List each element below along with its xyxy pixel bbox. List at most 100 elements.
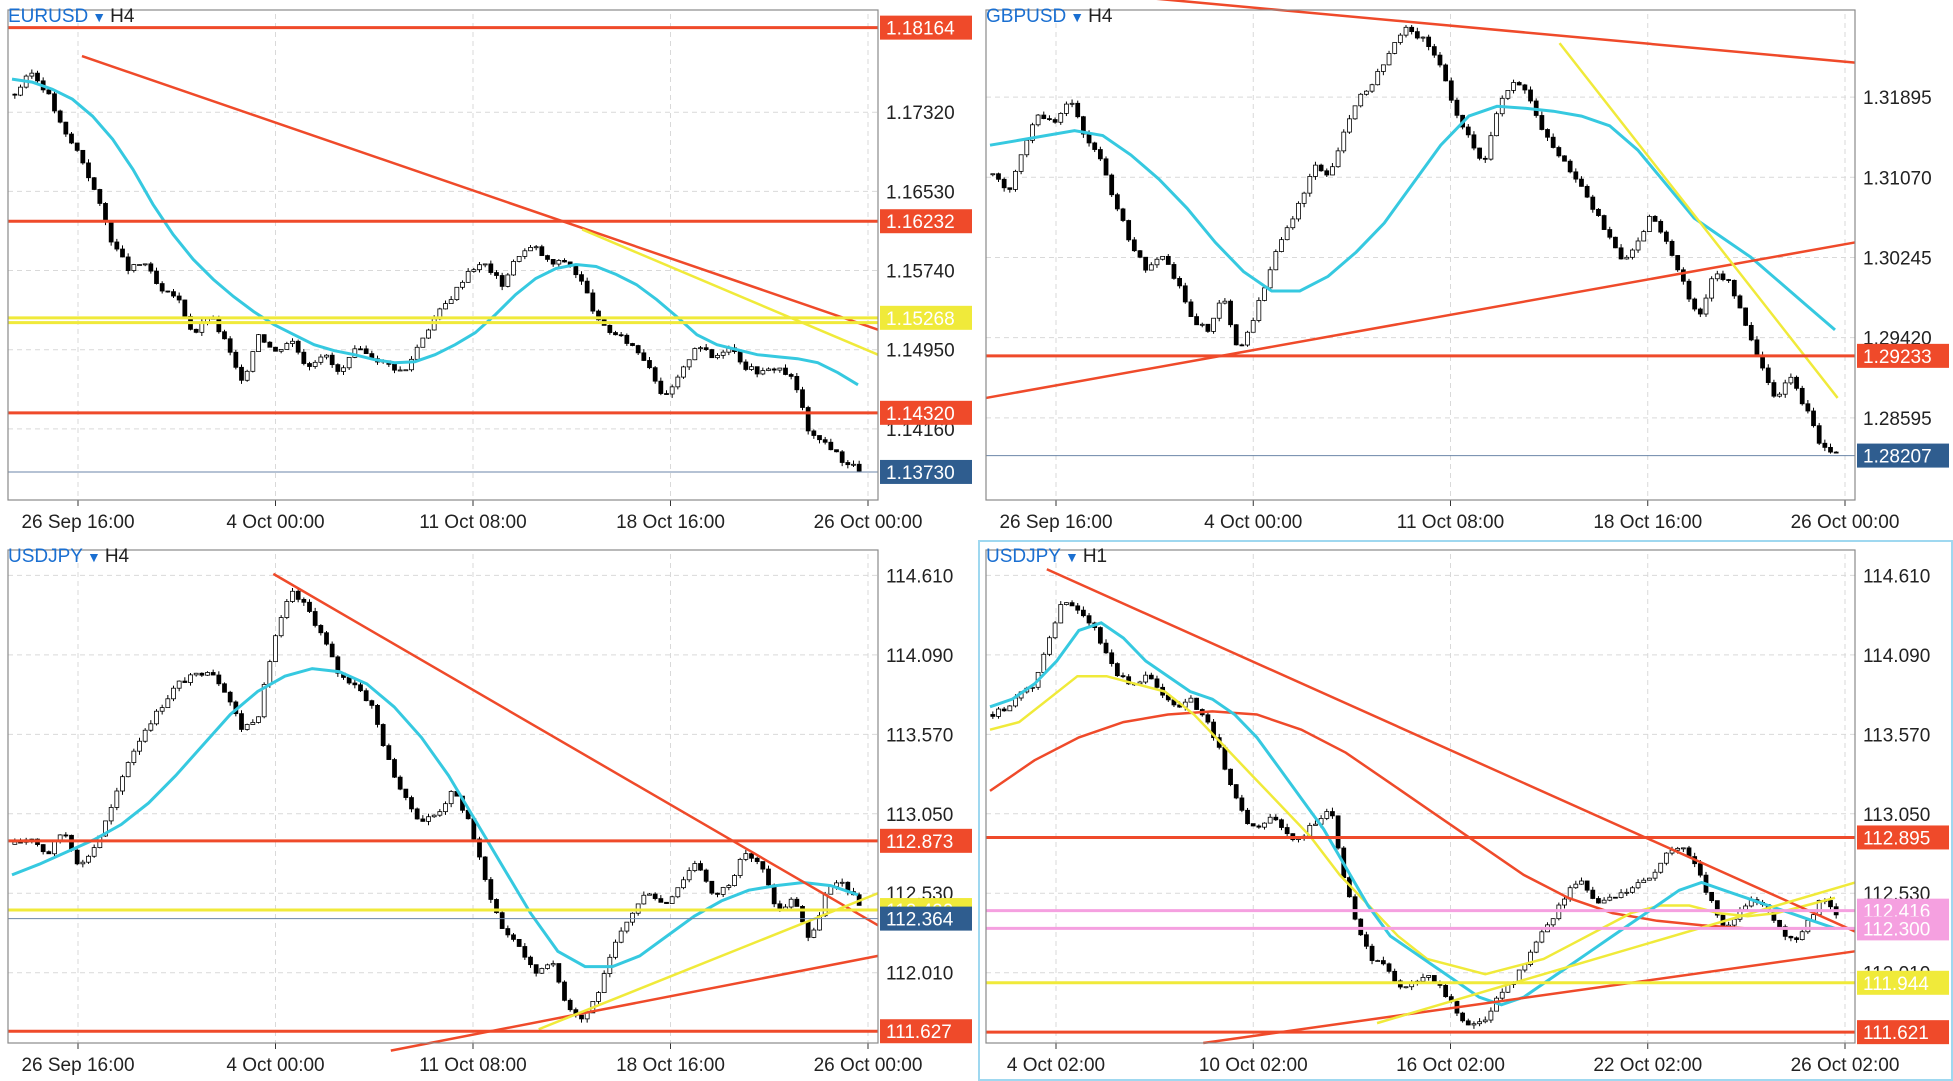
candle-body [760,861,766,870]
x-tick-label: 18 Oct 16:00 [616,1055,725,1076]
candle-body [1154,678,1160,688]
candle-body [1630,249,1635,258]
symbol-name[interactable]: EURUSD [8,6,89,27]
symbol-dropdown-icon[interactable]: ▼ [1064,549,1079,565]
level-price-tag [880,305,972,330]
candle-body [426,329,431,339]
candle-body [1658,862,1664,873]
candle-body [1233,784,1239,799]
x-tick-label: 11 Oct 08:00 [1397,512,1504,533]
candle-body [709,349,715,359]
candle-body [1397,34,1403,43]
timeframe-label[interactable]: H1 [1082,546,1108,567]
candle-body [1222,300,1228,304]
candle-body [12,841,18,845]
candle-body [273,346,278,352]
y-tick-label: 1.15740 [886,262,955,283]
symbol-label[interactable]: EURUSD ▼ H4 [8,6,134,28]
candle-body [630,912,635,923]
candle-body [1205,323,1211,332]
chart-panel-eurusd-h4[interactable]: 1.17320 1.16530 1.15740 1.14950 1.14160 26 Se… [0,0,976,538]
y-tick-label: 1.17320 [886,103,955,124]
candle-body [1590,889,1596,899]
candle-body [681,366,686,378]
y-tick-label: 113.570 [1863,725,1930,746]
candle-body [454,286,460,300]
candle-body [1250,320,1256,333]
candle-body [301,598,307,603]
candle-body [352,682,358,686]
candle-body [1528,951,1533,965]
symbol-label[interactable]: GBPUSD ▼ H4 [986,6,1112,28]
chart-panel-gbpusd-h4[interactable]: 1.31895 1.31070 1.30245 1.29420 1.28595 26 Se… [978,0,1953,538]
candle-body [1064,103,1069,114]
symbol-dropdown-icon[interactable]: ▼ [86,549,101,565]
symbol-name[interactable]: USDJPY [986,546,1061,567]
symbol-label[interactable]: USDJPY ▼ H1 [986,546,1107,568]
level-price-tag [880,15,972,40]
x-tick-label: 26 Oct 02:00 [1791,1055,1900,1076]
candle-body [783,367,788,375]
candle-body [290,340,295,344]
candle-body [471,269,477,272]
candle-body [494,899,499,914]
candle-body [307,363,312,367]
candle-body [142,263,148,266]
symbol-dropdown-icon[interactable]: ▼ [1070,9,1085,25]
x-tick-label: 26 Oct 00:00 [1791,512,1900,533]
candle-body [1352,896,1358,920]
candle-body [74,142,80,151]
candle-body [1097,627,1103,644]
candle-body [1290,218,1296,229]
candle-body [1120,208,1126,221]
trendline [1558,42,1839,399]
candle-body [1352,105,1358,120]
plot-frame [7,549,879,1044]
candle-body [1069,602,1075,607]
symbol-dropdown-icon[interactable]: ▼ [92,9,107,25]
candle-body [1284,227,1290,241]
candle-body [686,359,692,368]
candle-body [613,941,618,958]
candle-body [216,317,222,333]
candle-body [216,674,222,685]
x-tick-label: 10 Oct 02:00 [1199,1055,1308,1076]
y-tick-label: 1.14160 [886,420,955,441]
x-tick-label: 11 Oct 08:00 [419,1055,526,1076]
candle-body [1477,1021,1482,1025]
candle-body [1250,823,1256,827]
candle-body [1697,308,1703,315]
candle-body [227,338,233,353]
candle-body [1030,124,1035,141]
candle-body [1052,119,1058,123]
candle-body [1239,344,1245,347]
candle-body [137,264,142,266]
candle-body [1618,247,1624,260]
candle-body [800,389,805,408]
candle-body [193,672,199,676]
timeframe-label[interactable]: H4 [1088,6,1113,27]
candle-body [1714,900,1720,916]
candle-body [1613,236,1618,249]
candle-body [222,331,227,340]
symbol-label[interactable]: USDJPY ▼ H4 [8,546,129,568]
candle-body [777,367,783,371]
timeframe-label[interactable]: H4 [110,6,135,27]
candle-body [250,351,256,372]
candle-body [1635,882,1641,889]
timeframe-label[interactable]: H4 [104,546,130,567]
candle-body [256,334,261,352]
candle-body [647,893,652,896]
candle-body [363,690,369,702]
candle-body [1805,919,1811,933]
candle-body [1126,220,1132,241]
chart-panel-usdjpy-h1[interactable]: 114.610114.090113.570113.050112.530112.0… [978,540,1953,1081]
candle-body [851,463,856,466]
chart-panel-usdjpy-h4[interactable]: 114.610 114.090 113.570 113.050 112.530 112.0… [0,540,976,1081]
candle-body [996,708,1001,717]
symbol-name[interactable]: GBPUSD [986,6,1067,27]
y-tick-label: 113.050 [1863,805,1930,826]
candle-body [369,700,375,706]
candle-body [1624,256,1630,260]
symbol-name[interactable]: USDJPY [8,546,83,567]
